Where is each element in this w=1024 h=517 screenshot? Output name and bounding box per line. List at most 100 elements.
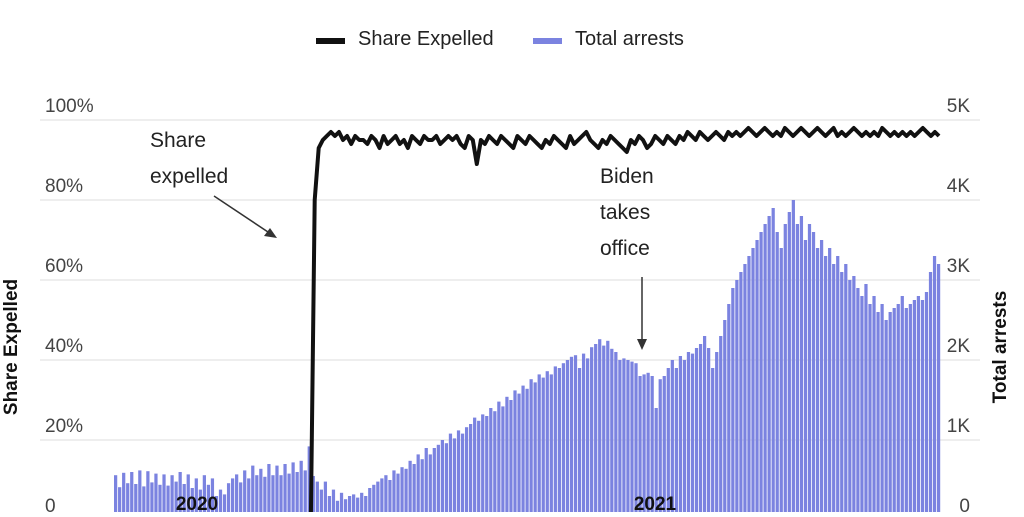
arrest-bar [650, 376, 654, 512]
annotation-text: office [600, 237, 650, 260]
arrest-bar [610, 348, 614, 512]
annotation-text: Biden [600, 165, 654, 188]
arrest-bar [541, 377, 545, 512]
arrest-bar [319, 489, 323, 512]
arrest-bar [339, 492, 344, 512]
arrest-bar [743, 264, 747, 512]
arrest-bar [364, 496, 368, 512]
arrest-bar [251, 465, 255, 512]
arrest-bar [916, 296, 921, 512]
arrest-bar [525, 388, 529, 512]
arrest-bar [924, 292, 929, 512]
arrest-bar [493, 411, 497, 512]
arrest-bar [464, 427, 469, 512]
arrest-bar [303, 470, 307, 512]
arrest-bar [727, 304, 731, 512]
year-label: 2020 [176, 494, 218, 512]
left-tick-label: 100% [45, 96, 94, 117]
annotation-arrowhead [264, 228, 277, 238]
arrest-bar [864, 284, 868, 512]
arrest-bar [424, 448, 428, 512]
arrest-bar [283, 464, 287, 512]
right-tick-label: 0 [959, 496, 970, 512]
arrest-bar [170, 475, 174, 512]
arrest-bar [622, 358, 626, 512]
arrest-bar [755, 240, 759, 512]
arrest-bar [521, 385, 525, 512]
arrest-bar [444, 443, 449, 512]
arrest-bar [884, 320, 888, 512]
arrest-bar [553, 366, 557, 512]
arrest-bar [360, 492, 364, 512]
arrest-bar [226, 483, 231, 512]
arrest-bar [606, 340, 610, 512]
arrest-bar [590, 347, 594, 512]
arrest-bar [513, 390, 517, 512]
arrest-bar [569, 356, 574, 512]
arrest-bar [908, 304, 912, 512]
arrest-bar [279, 475, 283, 512]
arrest-bar [928, 272, 933, 512]
year-label: 2021 [634, 494, 677, 512]
arrest-bar [936, 264, 941, 512]
arrest-bar [166, 485, 170, 512]
arrest-bar [118, 487, 122, 512]
arrest-bar [384, 475, 388, 512]
arrest-bar [352, 494, 356, 512]
arrest-bar [896, 304, 900, 512]
arrest-bar [775, 232, 779, 512]
right-tick-label: 5K [947, 96, 971, 117]
arrest-bar [509, 400, 513, 512]
arrest-bar [239, 482, 243, 512]
arrest-bar [799, 216, 804, 512]
arrest-bar [686, 352, 691, 512]
arrest-bar [517, 393, 521, 512]
arrest-bar [489, 408, 493, 512]
arrest-bar [331, 489, 336, 512]
arrest-bar [440, 440, 444, 512]
arrest-bar [259, 468, 263, 512]
arrest-bar [327, 496, 332, 512]
arrest-bar [807, 224, 812, 512]
arrest-bar [678, 356, 683, 512]
arrest-bar [565, 360, 570, 512]
arrest-bar [594, 344, 598, 512]
arrest-bar [828, 248, 832, 512]
arrest-bar [529, 379, 533, 512]
left-tick-label: 40% [45, 336, 83, 357]
arrest-bar [719, 336, 723, 512]
arrest-bar [497, 401, 501, 512]
arrest-bar [267, 464, 271, 512]
arrest-bar [356, 497, 360, 512]
arrest-bar [505, 396, 509, 512]
annotation-arrowhead [637, 339, 647, 350]
arrest-bar [222, 494, 227, 512]
arrest-bar [150, 482, 154, 512]
arrest-bar [751, 248, 755, 512]
arrest-bar [707, 348, 711, 512]
arrest-bar [158, 484, 162, 512]
arrest-bar [630, 361, 634, 512]
arrest-bar [347, 496, 352, 512]
arrest-bar [545, 371, 549, 512]
arrest-bar [888, 312, 892, 512]
arrest-bar [618, 360, 622, 512]
arrest-bar [247, 478, 251, 512]
legend: Share Expelled Total arrests [316, 28, 684, 50]
arrest-bar [138, 470, 142, 512]
arrest-bar [174, 481, 178, 512]
arrest-bar [702, 336, 707, 512]
arrest-bar [585, 358, 590, 512]
arrest-bar [634, 363, 638, 512]
arrest-bar [602, 345, 606, 512]
arrest-bar [452, 438, 457, 512]
arrest-bar [122, 472, 126, 512]
arrest-bar [549, 374, 553, 512]
gridlines [40, 119, 980, 441]
legend-label: Total arrests [575, 28, 684, 50]
arrest-bar [146, 471, 150, 512]
arrest-bar [803, 240, 808, 512]
arrest-bar [860, 296, 864, 512]
arrest-bar [230, 478, 235, 512]
